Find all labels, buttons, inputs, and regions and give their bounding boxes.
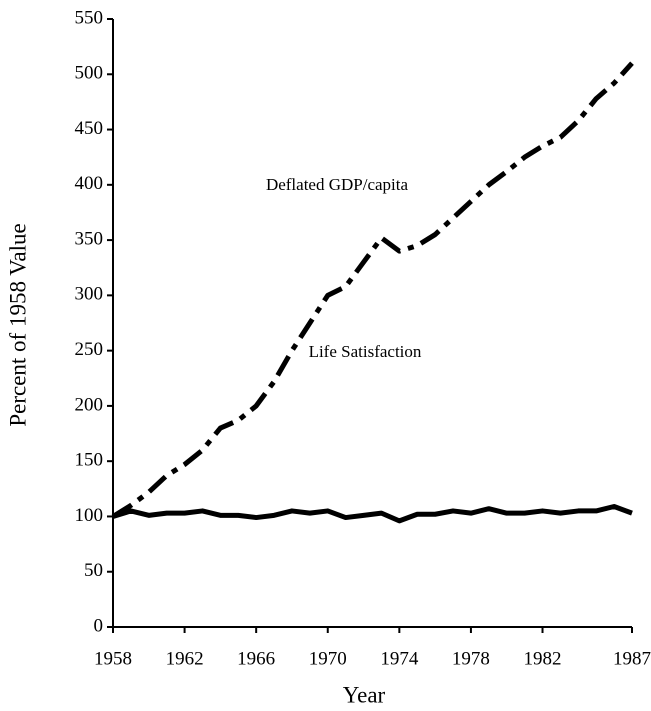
y-tick-label: 400 xyxy=(75,173,104,194)
x-tick-label: 1966 xyxy=(237,648,275,669)
y-axis-title: Percent of 1958 Value xyxy=(5,223,30,426)
x-tick-label: 1982 xyxy=(524,648,562,669)
y-tick-label: 200 xyxy=(75,394,104,415)
x-axis-title: Year xyxy=(343,682,386,707)
y-tick-label: 500 xyxy=(75,63,104,84)
series-line xyxy=(111,61,634,519)
y-tick-label: 150 xyxy=(75,450,104,471)
series-line xyxy=(112,504,633,524)
series-annotation: Life Satisfaction xyxy=(309,342,422,361)
y-tick-label: 350 xyxy=(75,228,104,249)
y-tick-label: 550 xyxy=(75,7,104,28)
y-tick-label: 100 xyxy=(75,505,104,526)
series-annotation: Deflated GDP/capita xyxy=(266,175,409,194)
x-tick-label: 1974 xyxy=(380,648,419,669)
x-tick-label: 1958 xyxy=(94,648,132,669)
x-tick-label: 1970 xyxy=(309,648,347,669)
y-tick-label: 0 xyxy=(94,615,104,636)
y-tick-label: 300 xyxy=(75,284,104,305)
y-tick-label: 250 xyxy=(75,339,104,360)
x-tick-label: 1962 xyxy=(166,648,204,669)
y-tick-label: 50 xyxy=(84,560,103,581)
x-tick-label: 1978 xyxy=(452,648,490,669)
x-tick-label: 1987 xyxy=(613,648,651,669)
y-tick-label: 450 xyxy=(75,118,104,139)
